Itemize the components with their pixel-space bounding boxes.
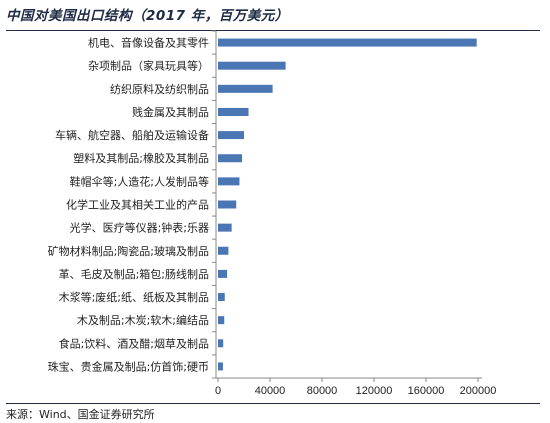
- category-label: 革、毛皮及制品;箱包;肠线制品: [59, 267, 209, 281]
- bar: [218, 362, 223, 371]
- x-tick-label: 200000: [460, 385, 497, 397]
- x-tick-label: 0: [215, 385, 221, 397]
- category-label: 鞋帽伞等;人造花;人发制品等: [70, 174, 209, 188]
- category-label: 车辆、航空器、船舶及运输设备: [55, 128, 209, 142]
- category-label: 光学、医疗等仪器;钟表;乐器: [70, 221, 209, 235]
- chart-title: 中国对美国出口结构（2017 年，百万美元）: [6, 8, 289, 24]
- category-label: 贱金属及其制品: [132, 105, 209, 119]
- category-label: 食品;饮料、酒及醋;烟草及制品: [59, 336, 209, 350]
- bar: [218, 177, 240, 186]
- source-note: 来源：Wind、国金证券研究所: [6, 408, 155, 421]
- footer-divider: [6, 403, 540, 404]
- category-label: 木浆等;废纸;纸、纸板及其制品: [59, 290, 209, 304]
- category-label: 化学工业及其相关工业的产品: [66, 198, 209, 212]
- bar: [218, 293, 225, 302]
- bar: [218, 316, 225, 325]
- bar: [218, 38, 477, 47]
- bar: [218, 84, 273, 93]
- x-tick-label: 80000: [307, 385, 338, 397]
- bar: [218, 61, 286, 70]
- bar: [218, 246, 229, 255]
- bar: [218, 339, 224, 348]
- category-label: 杂项制品（家具玩具等）: [88, 59, 209, 73]
- bar: [218, 154, 243, 163]
- category-label: 珠宝、贵金属及制品;仿首饰;硬币: [48, 359, 209, 373]
- bar: [218, 200, 237, 209]
- category-label: 塑料及其制品;橡胶及其制品: [73, 151, 209, 165]
- bar: [218, 269, 228, 278]
- category-label: 机电、音像设备及其零件: [88, 36, 209, 50]
- x-tick-label: 160000: [408, 385, 445, 397]
- bar: [218, 107, 249, 116]
- x-tick-label: 120000: [356, 385, 393, 397]
- category-label: 木及制品;木炭;软木;编结品: [77, 313, 209, 327]
- title-divider: [6, 30, 540, 31]
- bar: [218, 131, 244, 140]
- category-label: 纺织原料及纺织制品: [110, 82, 209, 96]
- x-tick-label: 40000: [255, 385, 286, 397]
- bar: [218, 223, 232, 232]
- category-label: 矿物材料制品;陶瓷品;玻璃及制品: [48, 244, 209, 258]
